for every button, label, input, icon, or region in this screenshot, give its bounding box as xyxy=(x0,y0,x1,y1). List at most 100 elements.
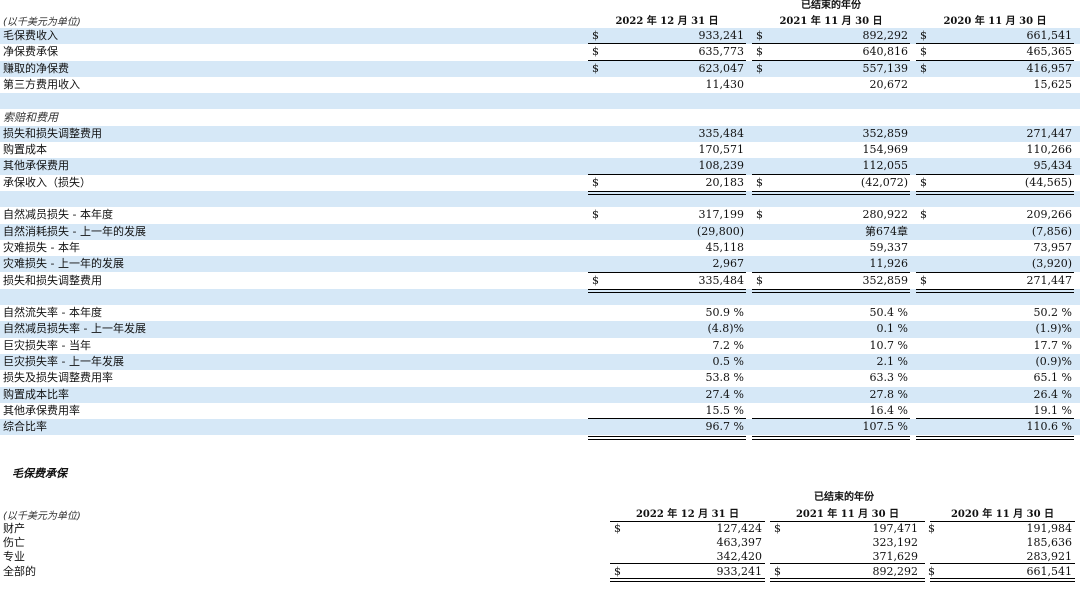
row-label: 净保费承保 xyxy=(3,45,58,59)
section-title-gross-premiums: 毛保费承保 xyxy=(12,467,67,480)
table1-unit-label: (以千美元为单位) xyxy=(3,17,81,28)
value-cell: 317,199 xyxy=(698,208,745,222)
table1-row: 索赔和费用 xyxy=(0,110,1080,126)
table1-row: 损失和损失调整费用 $335,484 $352,859 $271,447 xyxy=(0,273,1080,289)
value-cell: 342,420 xyxy=(716,550,763,564)
table2-group-header: 已结束的年份 xyxy=(814,492,874,503)
value-cell: 63.3 % xyxy=(869,371,908,385)
value-cell: 2.1 % xyxy=(876,355,908,368)
currency-symbol: $ xyxy=(920,273,927,287)
value-cell: (44,565) xyxy=(1024,175,1072,189)
double-underline xyxy=(610,577,765,582)
value-cell: 11,926 xyxy=(869,257,909,271)
row-label: 其他承保费用 xyxy=(3,159,69,173)
table2-col-header-2020: 2020 年 11 月 30 日 xyxy=(930,505,1075,522)
underline xyxy=(610,562,765,564)
value-cell: (1.9)% xyxy=(1035,322,1072,336)
value-cell: 20,183 xyxy=(705,175,745,189)
value-cell: 185,636 xyxy=(1026,536,1073,550)
value-cell: 323,192 xyxy=(872,536,919,550)
value-cell: 271,447 xyxy=(1026,273,1073,287)
currency-symbol: $ xyxy=(592,29,599,42)
row-label: 自然减员损失率 - 上一年发展 xyxy=(3,322,146,336)
currency-symbol: $ xyxy=(756,208,763,222)
table1-row: 其他承保费用率 15.5 % 16.4 % 19.1 % xyxy=(0,403,1080,419)
underline xyxy=(752,271,910,273)
underline xyxy=(916,43,1074,45)
table1-row: 第三方费用收入 11,430 20,672 15,625 xyxy=(0,77,1080,93)
table1-row: 承保收入（损失） $20,183 $ (42,072) $ (44,565) xyxy=(0,175,1080,191)
value-cell: 26.4 % xyxy=(1033,387,1072,401)
double-underline xyxy=(930,577,1075,582)
value-cell: 2,967 xyxy=(712,257,745,271)
underline xyxy=(916,418,1074,420)
currency-symbol: $ xyxy=(756,45,763,59)
value-cell: 933,241 xyxy=(698,29,745,42)
value-cell: 110,266 xyxy=(1026,143,1073,157)
value-cell: 19.1 % xyxy=(1033,403,1072,417)
currency-symbol: $ xyxy=(592,208,599,222)
underline xyxy=(588,173,746,175)
row-label: 巨灾损失率 - 上一年发展 xyxy=(3,355,124,368)
row-label: 自然流失率 - 本年度 xyxy=(3,306,102,320)
table1-row: 巨灾损失率 - 上一年发展 0.5 % 2.1 % (0.9)% xyxy=(0,354,1080,371)
value-cell: 933,241 xyxy=(716,564,763,578)
table1-col-header-2020: 2020 年 11 月 30 日 xyxy=(916,12,1074,29)
double-underline xyxy=(588,435,746,440)
row-label: 索赔和费用 xyxy=(3,110,58,124)
currency-symbol: $ xyxy=(756,29,763,42)
table1-row: 其他承保费用 108,239 112,055 95,434 xyxy=(0,158,1080,175)
underline xyxy=(588,59,746,61)
currency-symbol: $ xyxy=(756,273,763,287)
currency-symbol: $ xyxy=(592,175,599,189)
value-cell: 209,266 xyxy=(1026,208,1073,222)
value-cell: 110.6 % xyxy=(1026,420,1072,434)
table2-col-header-2021: 2021 年 11 月 30 日 xyxy=(770,505,925,522)
value-cell: 96.7 % xyxy=(705,420,744,434)
row-label: 毛保费收入 xyxy=(3,29,58,42)
row-label: 灾难损失 - 本年 xyxy=(3,240,80,254)
double-underline xyxy=(588,191,746,195)
value-cell: 352,859 xyxy=(862,273,909,287)
double-underline xyxy=(752,288,910,293)
row-label: 第三方费用收入 xyxy=(3,77,80,91)
underline xyxy=(752,173,910,175)
row-label: 巨灾损失率 - 当年 xyxy=(3,338,91,352)
table1-row: 灾难损失 - 本年 45,118 59,337 73,957 xyxy=(0,240,1080,256)
double-underline xyxy=(916,435,1074,440)
value-cell: 640,816 xyxy=(862,45,909,59)
underline xyxy=(588,43,746,45)
table2-row: 财产 $127,424 $197,471 $191,984 xyxy=(0,521,1080,535)
value-cell: 271,447 xyxy=(1026,126,1073,140)
double-underline xyxy=(916,288,1074,293)
table1-row: 自然减员损失率 - 上一年发展 (4.8)% 0.1 % (1.9)% xyxy=(0,321,1080,338)
value-cell: (4.8)% xyxy=(707,322,744,336)
double-underline xyxy=(752,191,910,195)
value-cell: 661,541 xyxy=(1026,564,1073,578)
table1-col-header-2021: 2021 年 11 月 30 日 xyxy=(752,12,910,29)
value-cell: 416,957 xyxy=(1026,61,1073,75)
row-label: 财产 xyxy=(3,522,25,535)
row-label: 综合比率 xyxy=(3,420,47,434)
value-cell: 45,118 xyxy=(705,240,745,254)
value-cell: (42,072) xyxy=(860,175,908,189)
table2-col-header-2022: 2022 年 12 月 31 日 xyxy=(610,505,765,522)
value-cell: 557,139 xyxy=(862,61,909,75)
value-cell: 283,921 xyxy=(1026,550,1073,564)
value-cell: (0.9)% xyxy=(1035,355,1072,368)
value-cell: 0.1 % xyxy=(876,322,908,336)
table1-group-header: 已结束的年份 xyxy=(801,0,861,11)
value-cell: 892,292 xyxy=(862,29,909,42)
value-cell: 635,773 xyxy=(698,45,745,59)
underline xyxy=(916,59,1074,61)
table1-row: 购置成本 170,571 154,969 110,266 xyxy=(0,142,1080,158)
currency-symbol: $ xyxy=(614,564,621,578)
value-cell: 59,337 xyxy=(869,240,909,254)
value-cell: 73,957 xyxy=(1033,240,1073,254)
table1-row: 购置成本比率 27.4 % 27.8 % 26.4 % xyxy=(0,386,1080,403)
value-cell: 50.2 % xyxy=(1033,306,1072,320)
value-cell: 15,625 xyxy=(1033,77,1073,91)
table1-row: 灾难损失 - 上一年的发展 2,967 11,926 (3,920) xyxy=(0,256,1080,273)
value-cell: 27.8 % xyxy=(869,387,908,401)
